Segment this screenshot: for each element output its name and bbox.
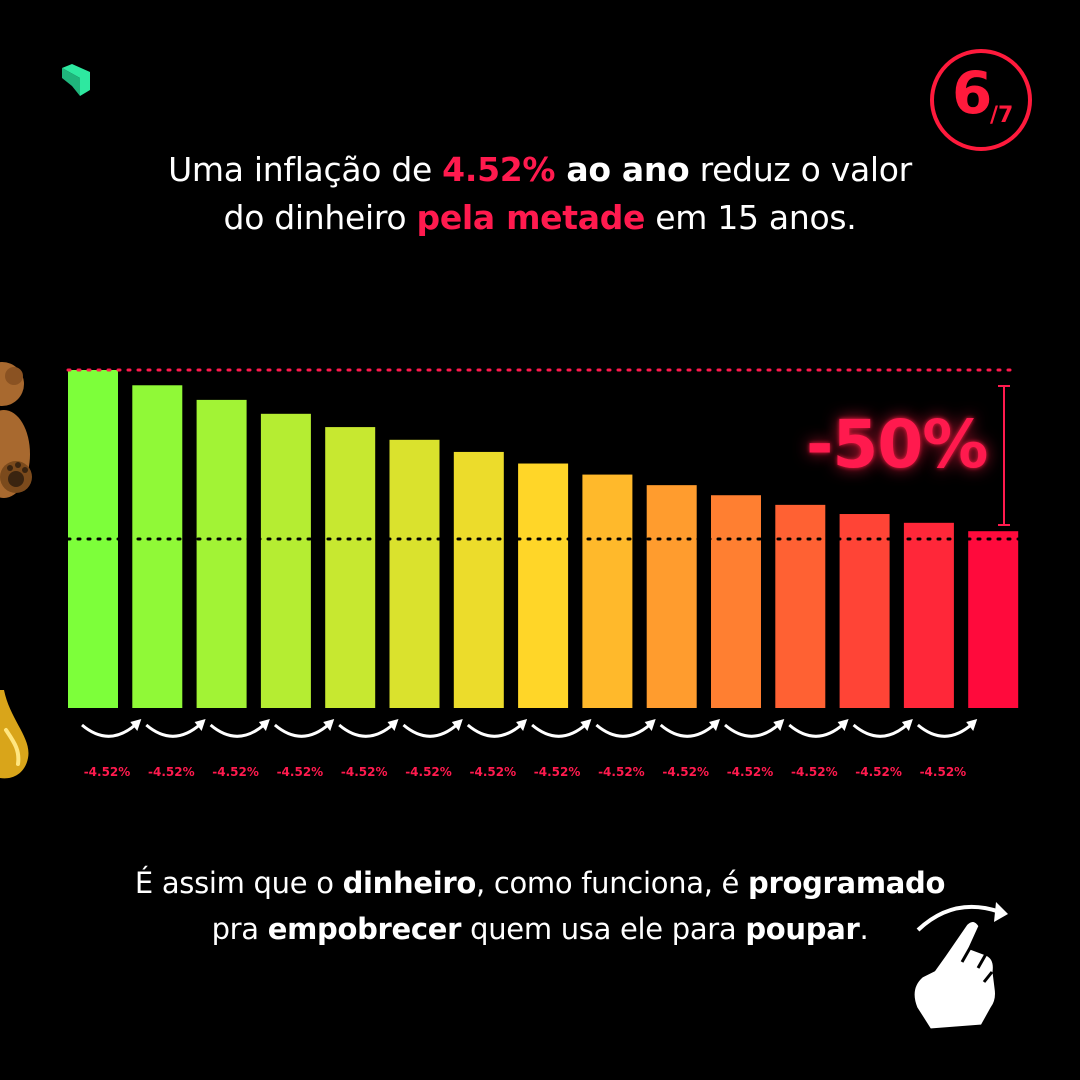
- step-label-4: -4.52%: [277, 765, 324, 779]
- footer-part: É assim que o: [134, 866, 343, 900]
- bar-4: [260, 413, 311, 708]
- step-label-12: -4.52%: [791, 765, 838, 779]
- headline-text: em 15 anos.: [645, 198, 857, 237]
- footer-bold: dinheiro: [342, 866, 477, 900]
- swipe-hand-icon: [911, 902, 1008, 1032]
- step-arrow-2: [145, 719, 206, 738]
- step-label-13: -4.52%: [855, 765, 902, 779]
- step-arrow-1: [81, 719, 142, 738]
- inflation-bar-chart: -4.52% -4.52% -4.52% -4.52% -4.52% -4.52% -4.5…: [66, 368, 1020, 779]
- step-label-9: -4.52%: [598, 765, 645, 779]
- footer-part: .: [859, 912, 869, 946]
- headline-text: Uma inflação de: [168, 150, 443, 189]
- page-indicator: 6 /7: [930, 49, 1032, 151]
- footer-bold: programado: [748, 866, 946, 900]
- page-current: 6: [952, 59, 993, 127]
- step-arrow-9: [595, 719, 656, 738]
- step-label-6: -4.52%: [405, 765, 452, 779]
- headline: Uma inflação de 4.52% ao ano reduz o val…: [40, 146, 1040, 242]
- bar-3: [196, 399, 247, 708]
- bar-9: [582, 474, 633, 708]
- headline-line-2: do dinheiro pela metade em 15 anos.: [40, 194, 1040, 242]
- brand-logo-icon: [62, 64, 90, 96]
- bar-10: [646, 485, 697, 708]
- step-arrow-10: [659, 719, 720, 738]
- footer-bold: empobrecer: [267, 912, 462, 946]
- step-arrow-11: [724, 719, 785, 738]
- step-label-7: -4.52%: [469, 765, 516, 779]
- headline-text: do dinheiro: [223, 198, 417, 237]
- bar-6: [389, 439, 440, 708]
- footer-part: quem usa ele para: [461, 912, 746, 946]
- teddy-bear-icon: [0, 362, 32, 498]
- step-label-11: -4.52%: [727, 765, 774, 779]
- footer-bold: poupar: [745, 912, 860, 946]
- footer-text: É assim que o dinheiro, como funciona, é…: [40, 860, 1040, 952]
- oil-drop-icon: [0, 690, 29, 779]
- footer-part: , como funciona, é: [476, 866, 748, 900]
- step-arrow-3: [209, 719, 270, 738]
- bar-5: [325, 427, 376, 708]
- reduction-annotation: -50%: [806, 406, 988, 483]
- step-label-10: -4.52%: [662, 765, 709, 779]
- headline-highlight: pela metade: [416, 198, 646, 237]
- step-label-8: -4.52%: [534, 765, 581, 779]
- step-label-5: -4.52%: [341, 765, 388, 779]
- step-arrow-8: [531, 719, 592, 738]
- step-arrow-6: [402, 719, 463, 738]
- inflation-rate: 4.52%: [442, 150, 556, 189]
- footer-line-2: pra empobrecer quem usa ele para poupar.: [40, 906, 1040, 952]
- step-arrow-4: [273, 719, 335, 738]
- headline-text: reduz o valor: [689, 150, 913, 189]
- step-arrow-7: [466, 719, 528, 738]
- bar-11: [711, 495, 761, 708]
- bar-14: [903, 522, 954, 708]
- bar-12: [775, 504, 826, 708]
- headline-per-year: ao ano: [555, 150, 690, 189]
- footer-line-1: É assim que o dinheiro, como funciona, é…: [40, 860, 1040, 906]
- step-label-14: -4.52%: [920, 765, 967, 779]
- step-arrow-12: [788, 719, 849, 738]
- bar-7: [453, 451, 504, 708]
- step-arrow-13: [852, 719, 913, 738]
- bar-13: [839, 514, 890, 708]
- step-arrow-14: [916, 719, 978, 738]
- bar-15: [968, 531, 1019, 708]
- bar-8: [518, 463, 569, 708]
- half-bracket: [998, 385, 1010, 526]
- bar-2: [132, 385, 183, 708]
- step-label-1: -4.52%: [84, 765, 131, 779]
- headline-line-1: Uma inflação de 4.52% ao ano reduz o val…: [40, 146, 1040, 194]
- footer-part: pra: [211, 912, 268, 946]
- step-label-2: -4.52%: [148, 765, 195, 779]
- step-arrow-5: [338, 719, 399, 738]
- page-total: /7: [990, 103, 1014, 128]
- step-label-3: -4.52%: [212, 765, 259, 779]
